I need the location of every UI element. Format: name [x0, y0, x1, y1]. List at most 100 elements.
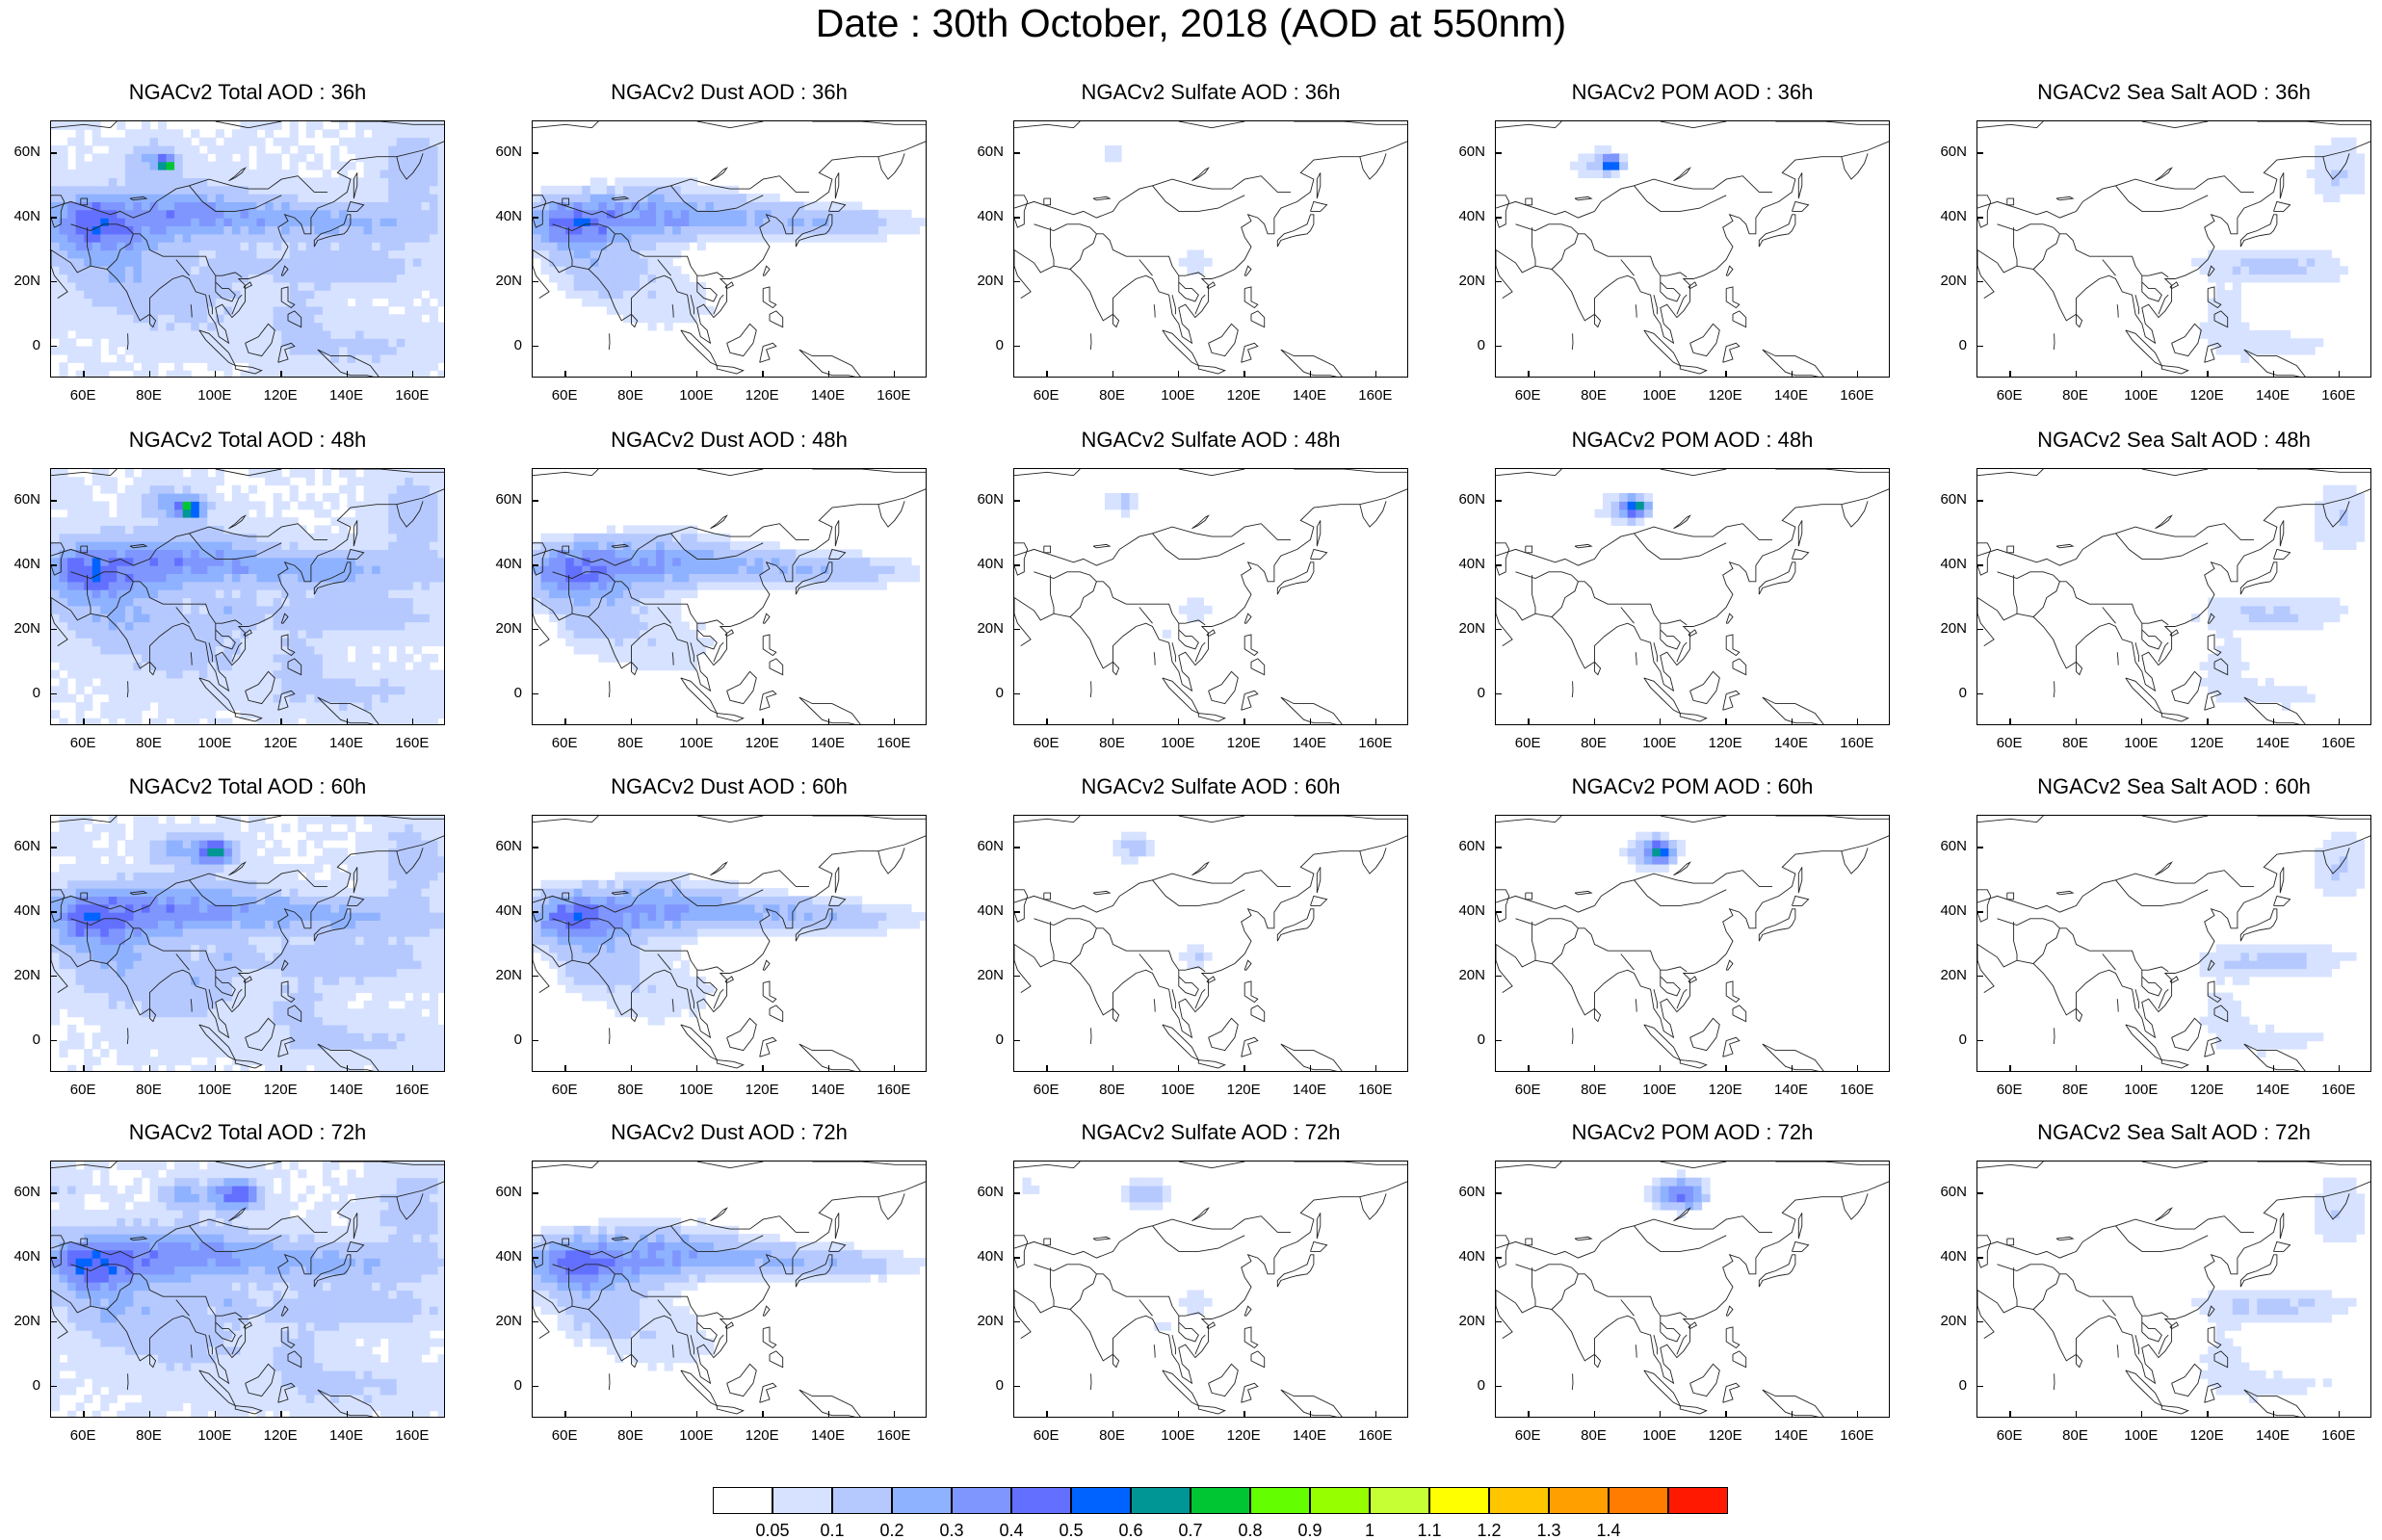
- x-tick-label: 100E: [2117, 388, 2165, 404]
- x-tick: [564, 718, 566, 725]
- x-tick-label: 140E: [1286, 388, 1334, 404]
- y-tick-label: 60N: [2, 492, 40, 508]
- x-tick: [762, 371, 764, 378]
- x-tick: [1594, 1411, 1596, 1418]
- aod-map-svg: [1977, 1162, 2371, 1418]
- x-tick-label: 60E: [59, 1428, 107, 1444]
- x-tick-label: 80E: [607, 1083, 655, 1098]
- map-plot-area: [50, 815, 445, 1072]
- map-plot-area: [1976, 120, 2371, 378]
- x-tick: [2207, 718, 2209, 725]
- x-tick: [1243, 1411, 1245, 1418]
- x-tick: [1725, 1065, 1727, 1072]
- x-tick-label: 100E: [2117, 1083, 2165, 1098]
- x-tick: [1310, 371, 1312, 378]
- x-tick: [1725, 718, 1727, 725]
- colorbar-label: 0.05: [748, 1521, 797, 1540]
- y-tick: [1013, 629, 1020, 631]
- aod-map-svg: [533, 816, 927, 1072]
- y-tick: [1495, 911, 1502, 913]
- x-tick: [1594, 718, 1596, 725]
- x-tick: [1046, 1065, 1048, 1072]
- x-tick: [1660, 1411, 1662, 1418]
- x-tick-label: 120E: [2183, 736, 2231, 751]
- y-tick: [1013, 281, 1020, 283]
- panel-title: NGACv2 Sea Salt AOD : 72h: [1919, 1120, 2382, 1145]
- x-tick: [1310, 718, 1312, 725]
- x-tick: [1528, 718, 1530, 725]
- x-tick: [696, 371, 698, 378]
- panel-title: NGACv2 Dust AOD : 36h: [474, 80, 984, 105]
- x-tick-label: 120E: [738, 1083, 786, 1098]
- y-tick-label: 60N: [1447, 492, 1485, 508]
- colorbar-label: 1.2: [1465, 1521, 1513, 1540]
- x-tick-label: 80E: [1088, 388, 1137, 404]
- x-tick: [1178, 371, 1180, 378]
- x-tick: [1857, 371, 1859, 378]
- colorbar-label: 1.3: [1525, 1521, 1573, 1540]
- y-tick: [50, 693, 57, 695]
- x-tick: [1112, 718, 1114, 725]
- y-tick: [532, 693, 538, 695]
- x-tick-label: 140E: [323, 736, 371, 751]
- x-tick-label: 80E: [1088, 1428, 1137, 1444]
- x-tick-label: 60E: [540, 1428, 589, 1444]
- y-tick: [1013, 693, 1020, 695]
- colorbar-label: 0.4: [987, 1521, 1035, 1540]
- y-tick-label: 60N: [1928, 144, 1967, 160]
- x-tick: [1857, 718, 1859, 725]
- y-tick: [50, 1040, 57, 1042]
- x-tick: [1178, 1065, 1180, 1072]
- panel-title: NGACv2 Sea Salt AOD : 48h: [1919, 428, 2382, 453]
- x-tick: [631, 718, 633, 725]
- y-tick-label: 60N: [1447, 1185, 1485, 1200]
- y-tick-label: 0: [484, 1032, 522, 1048]
- x-tick: [215, 718, 217, 725]
- x-tick: [1310, 1411, 1312, 1418]
- aod-field: [51, 121, 445, 378]
- x-tick-label: 60E: [59, 736, 107, 751]
- map-plot-area: [532, 815, 927, 1072]
- x-tick-label: 160E: [1833, 1083, 1881, 1098]
- y-tick-label: 60N: [1928, 492, 1967, 508]
- y-tick: [50, 152, 57, 154]
- y-tick-label: 0: [2, 1032, 40, 1048]
- colorbar-label: 0.8: [1226, 1521, 1274, 1540]
- aod-field: [533, 872, 927, 1025]
- colorbar-swatch: [1609, 1487, 1668, 1514]
- x-tick: [83, 371, 85, 378]
- y-tick-label: 20N: [1928, 968, 1967, 983]
- x-tick: [280, 718, 282, 725]
- x-tick: [828, 371, 830, 378]
- x-tick-label: 80E: [1570, 388, 1618, 404]
- panel-title: NGACv2 Total AOD : 36h: [0, 80, 503, 105]
- aod-field: [1619, 832, 1686, 873]
- x-tick-label: 120E: [1701, 1428, 1749, 1444]
- x-tick-label: 60E: [1985, 1428, 2033, 1444]
- colorbar-label: 1.1: [1405, 1521, 1453, 1540]
- y-tick: [532, 911, 538, 913]
- aod-map-svg: [1014, 1162, 1408, 1418]
- x-tick-label: 80E: [125, 1083, 173, 1098]
- map-plot-area: [1495, 1161, 1890, 1418]
- x-tick-label: 60E: [1504, 1083, 1552, 1098]
- x-tick-label: 80E: [1570, 736, 1618, 751]
- y-tick: [50, 564, 57, 566]
- y-tick: [1976, 847, 1983, 848]
- y-tick-label: 0: [965, 1378, 1004, 1394]
- x-tick-label: 80E: [1570, 1428, 1618, 1444]
- aod-map-svg: [533, 469, 927, 725]
- y-tick: [1495, 217, 1502, 219]
- y-tick-label: 40N: [1928, 1249, 1967, 1265]
- y-tick: [50, 1257, 57, 1259]
- x-tick-label: 160E: [1833, 736, 1881, 751]
- x-tick-label: 160E: [2315, 1083, 2363, 1098]
- colorbar-label: 1.4: [1584, 1521, 1633, 1540]
- colorbar-swatch: [713, 1487, 772, 1514]
- x-tick: [894, 371, 896, 378]
- x-tick-label: 120E: [738, 1428, 786, 1444]
- x-tick-label: 80E: [2052, 388, 2100, 404]
- x-tick: [1528, 1065, 1530, 1072]
- x-tick-label: 80E: [2052, 736, 2100, 751]
- coastlines: [1496, 121, 1890, 378]
